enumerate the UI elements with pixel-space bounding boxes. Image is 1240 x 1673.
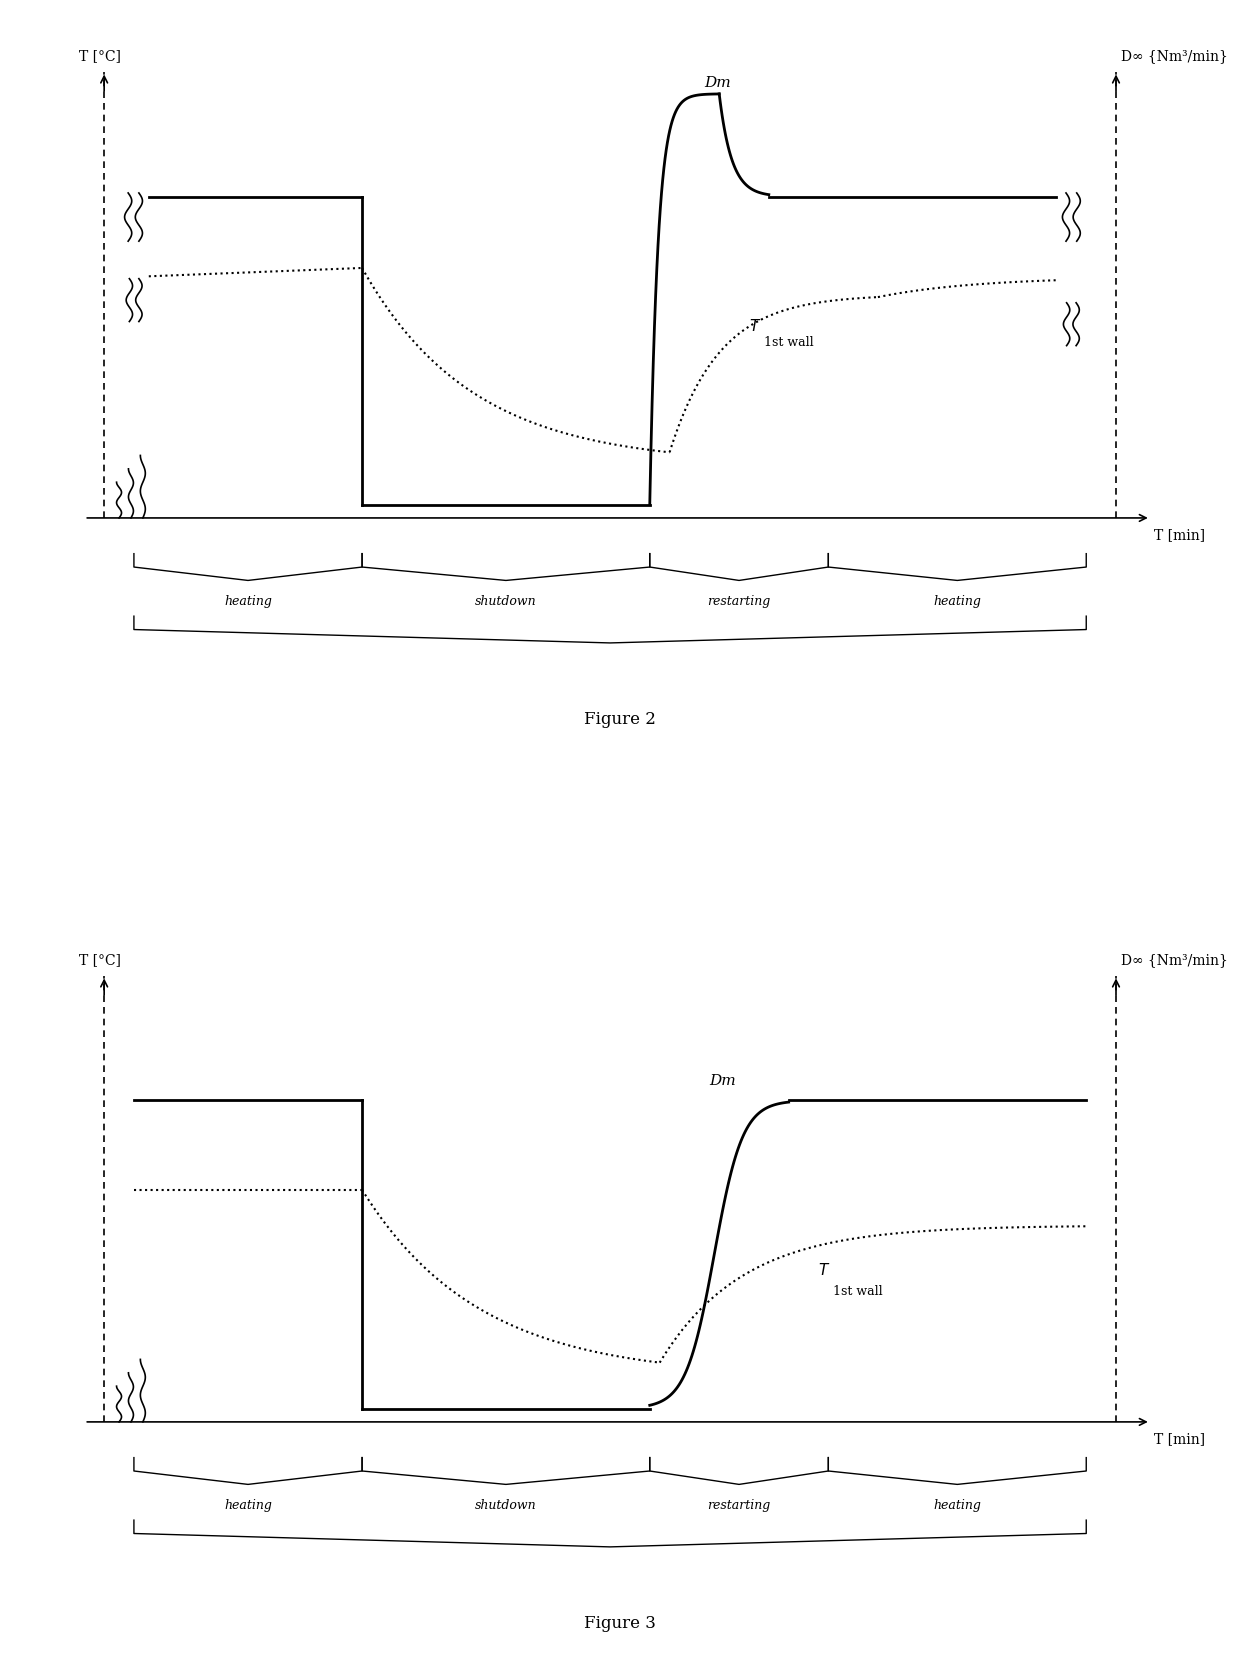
Text: T [°C]: T [°C] [79, 954, 122, 967]
Text: $T$: $T$ [818, 1261, 831, 1278]
Text: D∞ {Nm³/min}: D∞ {Nm³/min} [1121, 954, 1228, 967]
Text: shutdown: shutdown [475, 1497, 537, 1511]
Text: $T$: $T$ [749, 318, 761, 335]
Text: Figure 3: Figure 3 [584, 1614, 656, 1631]
Text: 1st wall: 1st wall [833, 1283, 883, 1297]
Text: D∞ {Nm³/min}: D∞ {Nm³/min} [1121, 50, 1228, 64]
Text: shutdown: shutdown [475, 594, 537, 607]
Text: Dm: Dm [709, 1074, 737, 1087]
Text: 1st wall: 1st wall [764, 336, 813, 348]
Text: T [°C]: T [°C] [79, 50, 122, 64]
Text: T [min]: T [min] [1153, 527, 1205, 542]
Text: heating: heating [934, 1497, 981, 1511]
Text: Figure 2: Figure 2 [584, 711, 656, 728]
Text: T [min]: T [min] [1153, 1430, 1205, 1445]
Text: heating: heating [224, 1497, 272, 1511]
Text: restarting: restarting [707, 1497, 771, 1511]
Text: Dm: Dm [704, 77, 732, 90]
Text: restarting: restarting [707, 594, 771, 607]
Text: heating: heating [224, 594, 272, 607]
Text: heating: heating [934, 594, 981, 607]
